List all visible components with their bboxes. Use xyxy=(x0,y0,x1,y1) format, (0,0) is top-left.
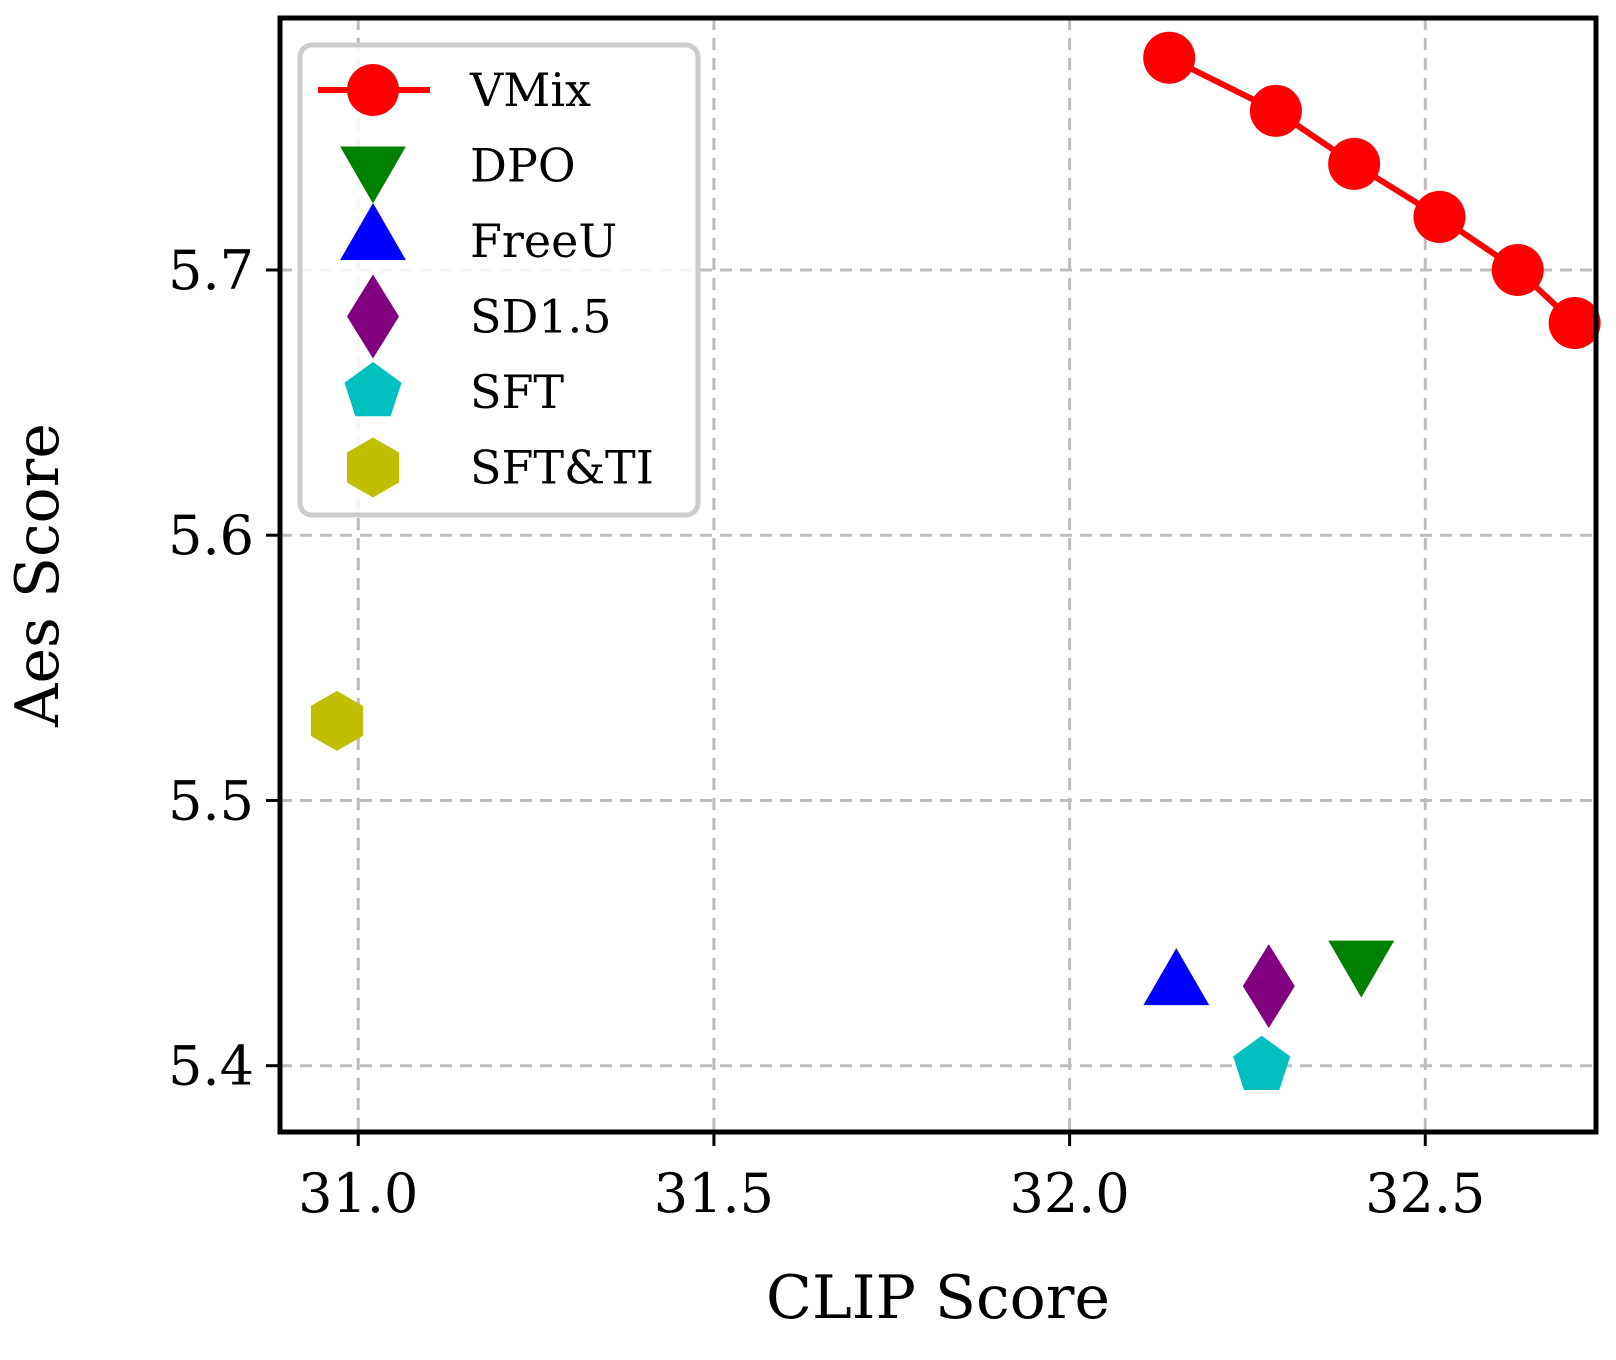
series-sft xyxy=(1233,1035,1291,1090)
data-point xyxy=(1328,137,1381,190)
data-point xyxy=(1548,297,1601,350)
legend-marker xyxy=(347,64,399,116)
y-tick-label: 5.5 xyxy=(168,769,254,832)
y-axis-label: Aes Score xyxy=(3,423,73,728)
x-tick-label: 32.5 xyxy=(1365,1162,1485,1225)
series-layer xyxy=(310,31,1601,1090)
legend-box xyxy=(297,42,701,518)
legend-item: SD1.5 xyxy=(347,274,612,359)
x-axis-label: CLIP Score xyxy=(766,1263,1110,1333)
legend-item: VMix xyxy=(318,63,591,117)
legend-label: FreeU xyxy=(470,214,617,268)
legend-item: SFT&TI xyxy=(347,437,654,498)
y-tick-label: 5.6 xyxy=(168,504,254,567)
y-tick-label: 5.7 xyxy=(168,239,254,302)
data-point xyxy=(310,690,363,751)
plot-frame xyxy=(277,15,1599,1135)
series-vmix xyxy=(1143,31,1601,350)
x-tick-label: 32.0 xyxy=(1009,1162,1129,1225)
data-point xyxy=(1328,940,1395,998)
axis-ticks: 31.0 31.5 32.0 32.5 5.4 5.5 5.6 5.7 xyxy=(168,239,1485,1225)
series-dpo xyxy=(1328,940,1395,998)
legend-item: SFT xyxy=(344,362,564,419)
legend-label: SFT xyxy=(470,365,564,419)
legend-marker xyxy=(347,437,399,498)
x-tick-label: 31.5 xyxy=(654,1162,774,1225)
series-sd1-5 xyxy=(1242,944,1295,1029)
data-point xyxy=(1233,1035,1291,1090)
legend: VMix DPO FreeU SD1.5 SFT SFT&TI xyxy=(297,42,701,518)
legend-label: SFT&TI xyxy=(470,441,654,495)
legend-item: DPO xyxy=(340,139,576,204)
legend-label: DPO xyxy=(470,139,576,193)
legend-marker xyxy=(340,146,406,204)
data-point xyxy=(1491,243,1544,296)
legend-label: VMix xyxy=(469,63,591,117)
y-tick-label: 5.4 xyxy=(168,1035,254,1098)
data-point xyxy=(1143,31,1196,84)
data-point xyxy=(1143,948,1210,1006)
series-freeu xyxy=(1143,948,1210,1006)
legend-label: SD1.5 xyxy=(470,290,612,344)
data-point xyxy=(1242,944,1295,1029)
legend-item: FreeU xyxy=(340,203,617,268)
x-tick-label: 31.0 xyxy=(298,1162,418,1225)
legend-marker xyxy=(347,274,399,359)
legend-marker xyxy=(344,362,402,417)
data-point xyxy=(1413,190,1466,243)
series-sft-ti xyxy=(310,690,363,751)
legend-marker xyxy=(340,203,406,260)
data-point xyxy=(1249,84,1302,137)
